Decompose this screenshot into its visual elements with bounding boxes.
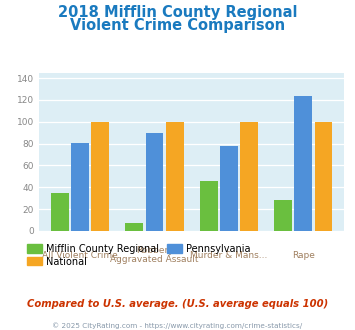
Text: Aggravated Assault: Aggravated Assault (110, 255, 199, 264)
Bar (220, 146, 238, 231)
Bar (294, 96, 312, 231)
Bar (200, 181, 218, 231)
Bar (274, 200, 292, 231)
Text: All Violent Crime: All Violent Crime (42, 251, 118, 260)
Bar (91, 122, 109, 231)
Bar (240, 122, 258, 231)
Bar (315, 122, 332, 231)
Text: 2018 Mifflin County Regional: 2018 Mifflin County Regional (58, 5, 297, 20)
Text: Murder & Mans...: Murder & Mans... (190, 251, 268, 260)
Text: Robbery: Robbery (136, 246, 173, 255)
Bar (146, 133, 163, 231)
Text: Rape: Rape (292, 251, 315, 260)
Bar (71, 143, 89, 231)
Legend: Mifflin County Regional, National, Pennsylvania: Mifflin County Regional, National, Penns… (23, 240, 255, 271)
Text: Violent Crime Comparison: Violent Crime Comparison (70, 18, 285, 33)
Bar (125, 223, 143, 231)
Text: © 2025 CityRating.com - https://www.cityrating.com/crime-statistics/: © 2025 CityRating.com - https://www.city… (53, 323, 302, 329)
Bar (166, 122, 184, 231)
Text: Compared to U.S. average. (U.S. average equals 100): Compared to U.S. average. (U.S. average … (27, 299, 328, 309)
Bar (51, 193, 69, 231)
